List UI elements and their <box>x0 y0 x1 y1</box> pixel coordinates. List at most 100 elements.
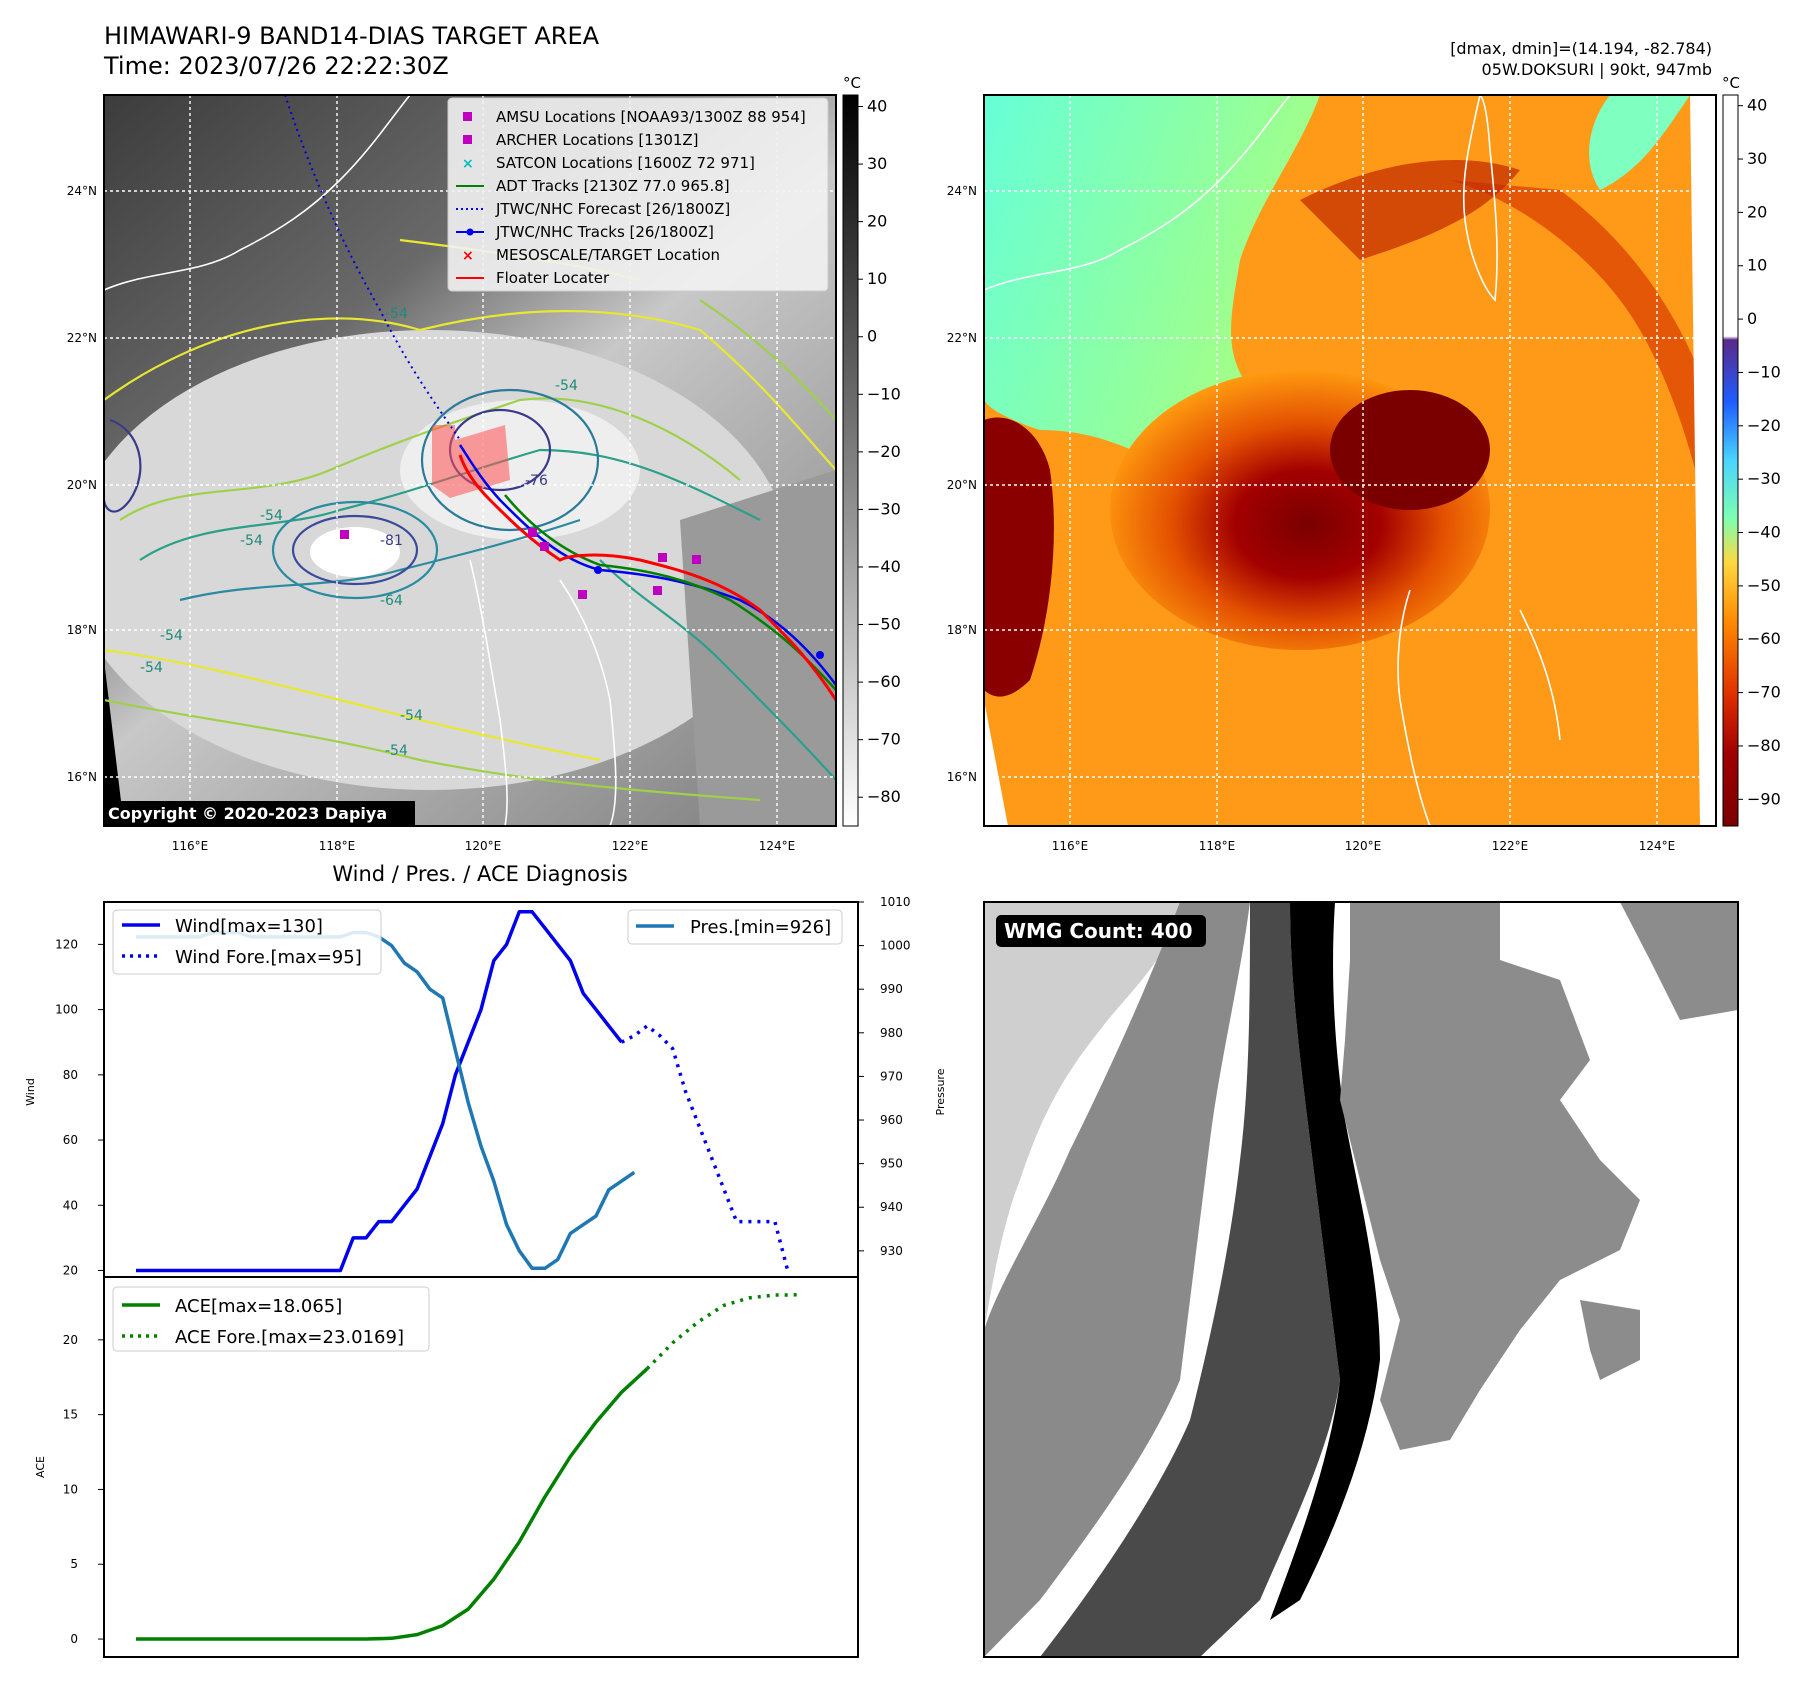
wmg-dark-band <box>1040 902 1340 1657</box>
ace-ytick-label: 10 <box>63 1482 78 1496</box>
lat-tick-label: 20°N <box>67 478 97 492</box>
amsu-points <box>340 528 701 599</box>
right-colorbar-unit: °C <box>1722 74 1740 92</box>
wind-axis-label: Wind <box>24 1078 37 1106</box>
lon-tick-label: 118°E <box>319 839 356 853</box>
colorbar-tick-label: 0 <box>1747 309 1757 328</box>
right-map-west-core <box>984 417 1054 697</box>
lon-tick-label: 124°E <box>759 839 796 853</box>
colorbar-tick-label: −10 <box>867 384 901 403</box>
wmg-count-box <box>996 915 1206 947</box>
right-map-red-band <box>1450 180 1716 560</box>
lat-tick-label: 18°N <box>947 623 977 637</box>
lat-tick-label: 24°N <box>947 184 977 198</box>
right-map-red-band-2 <box>1300 160 1520 260</box>
right-map-teal-strip <box>1589 95 1690 190</box>
colorbar-tick-label: −60 <box>1747 629 1781 648</box>
colorbar-tick-label: 40 <box>867 97 887 116</box>
wind-ytick-label: 120 <box>55 937 78 951</box>
right-map-frame <box>983 94 1717 827</box>
colorbar-tick-label: −80 <box>867 787 901 806</box>
left-colorbar-unit: °C <box>843 74 861 92</box>
pressure-ytick-label: 1010 <box>880 895 911 909</box>
wind-pres-chart: 20 40 60 80 100 120 930 940 950 960 970 980 990 1000 1… <box>24 895 947 1278</box>
jtwc-forecast-track <box>284 95 461 441</box>
legend-amsu-icon <box>463 112 472 121</box>
wmg-gray-fragment <box>1580 1300 1640 1380</box>
right-map-lat-labels: 24°N 22°N 20°N 18°N 16°N <box>947 184 977 784</box>
contour-label: -54 <box>555 378 578 394</box>
ace-legend: ACE[max=18.065] ACE Fore.[max=23.0169] <box>112 1286 430 1352</box>
pressure-axis-label: Pressure <box>934 1068 947 1115</box>
colorbar-tick-label: −70 <box>1747 683 1781 702</box>
legend-target-label: MESOSCALE/TARGET Location <box>496 246 720 264</box>
legend-satcon-label: SATCON Locations [1600Z 72 971] <box>496 154 755 172</box>
colorbar-tick-label: −90 <box>1747 789 1781 808</box>
left-map-frame <box>103 94 837 827</box>
left-map-lat-labels: 24°N 22°N 20°N 18°N 16°N <box>67 184 97 784</box>
legend-floater-label: Floater Locater <box>496 269 610 287</box>
ace-ytick-label: 0 <box>70 1632 78 1646</box>
ace-axis-label: ACE <box>34 1456 47 1478</box>
right-colorbar: °C 40 30 20 10 0 −10 −20 −30 −40 −50 −60 −70 −80 −90 <box>1722 74 1781 827</box>
figure-title: HIMAWARI-9 BAND14-DIAS TARGET AREA <box>104 22 600 50</box>
figure-time: Time: 2023/07/26 22:22:30Z <box>103 52 449 80</box>
wind-ytick-label: 40 <box>63 1198 78 1212</box>
lat-tick-label: 22°N <box>67 331 97 345</box>
lat-tick-label: 24°N <box>67 184 97 198</box>
pressure-ytick-label: 970 <box>880 1069 903 1083</box>
lon-tick-label: 120°E <box>465 839 502 853</box>
ace-ytick-label: 20 <box>63 1333 78 1347</box>
lon-tick-label: 124°E <box>1639 839 1676 853</box>
pressure-ytick-label: 980 <box>880 1026 903 1040</box>
contour-label: -64 <box>380 593 403 609</box>
ace-chart: 0 5 10 15 20 ACE ACE[max=18.065] ACE Fore.[m… <box>34 1276 859 1658</box>
wind-ytick-label: 20 <box>63 1263 78 1277</box>
contour-label: -54 <box>400 708 423 724</box>
wind-ytick-label: 80 <box>63 1068 78 1082</box>
wind-series-line <box>136 910 623 1273</box>
right-map-lon-labels: 116°E 118°E 120°E 122°E 124°E <box>1052 839 1676 853</box>
legend-ace-label: ACE[max=18.065] <box>175 1296 342 1317</box>
legend-wind-forecast-label: Wind Fore.[max=95] <box>175 947 362 968</box>
diagnosis-title: Wind / Pres. / ACE Diagnosis <box>332 862 627 886</box>
ace-series-line <box>136 1367 649 1641</box>
contour-label: -54 <box>385 743 408 759</box>
colorbar-tick-label: −20 <box>867 442 901 461</box>
colorbar-tick-label: −80 <box>1747 736 1781 755</box>
pressure-ytick-label: 990 <box>880 982 903 996</box>
legend-satcon-icon: × <box>462 156 474 172</box>
wmg-gray-cloud-region <box>1340 902 1640 1450</box>
colorbar-tick-label: 20 <box>867 212 887 231</box>
colorbar-tick-label: 10 <box>867 269 887 288</box>
colorbar-tick-label: 20 <box>1747 202 1767 221</box>
lat-tick-label: 20°N <box>947 478 977 492</box>
wmg-gray-top-right <box>1620 902 1738 1020</box>
colorbar-tick-label: 0 <box>867 327 877 346</box>
legend-amsu-label: AMSU Locations [NOAA93/1300Z 88 954] <box>496 108 806 126</box>
lon-tick-label: 122°E <box>612 839 649 853</box>
wind-ytick-label: 100 <box>55 1003 78 1017</box>
colorbar-tick-label: −50 <box>867 615 901 634</box>
adt-track <box>504 494 836 691</box>
pressure-legend: Pres.[min=926] <box>627 909 843 945</box>
left-map-coastline <box>104 95 617 826</box>
contour-label: -54 <box>160 628 183 644</box>
colorbar-tick-label: −40 <box>867 557 901 576</box>
jtwc-track-points <box>594 566 824 659</box>
colorbar-tick-label: 30 <box>1747 149 1767 168</box>
pressure-ytick-label: 930 <box>880 1244 903 1258</box>
left-colorbar: °C 40 30 20 10 0 −10 −20 −30 −40 −50 −60 −70 −80 <box>842 74 901 827</box>
storm-info-text: 05W.DOKSURI | 90kt, 947mb <box>1482 60 1712 79</box>
left-map-cold-core <box>400 400 640 540</box>
wind-ytick-label: 60 <box>63 1133 78 1147</box>
colorbar-tick-label: −30 <box>1747 469 1781 488</box>
ace-ytick-label: 15 <box>63 1408 78 1422</box>
colorbar-tick-label: −40 <box>1747 523 1781 542</box>
pressure-ytick-label: 940 <box>880 1200 903 1214</box>
legend-adt-label: ADT Tracks [2130Z 77.0 965.8] <box>496 177 730 195</box>
legend-archer-label: ARCHER Locations [1301Z] <box>496 131 699 149</box>
wind-forecast-series-line <box>620 1024 790 1271</box>
contour-label: -54 <box>260 508 283 524</box>
left-map-gray-east <box>680 470 836 826</box>
